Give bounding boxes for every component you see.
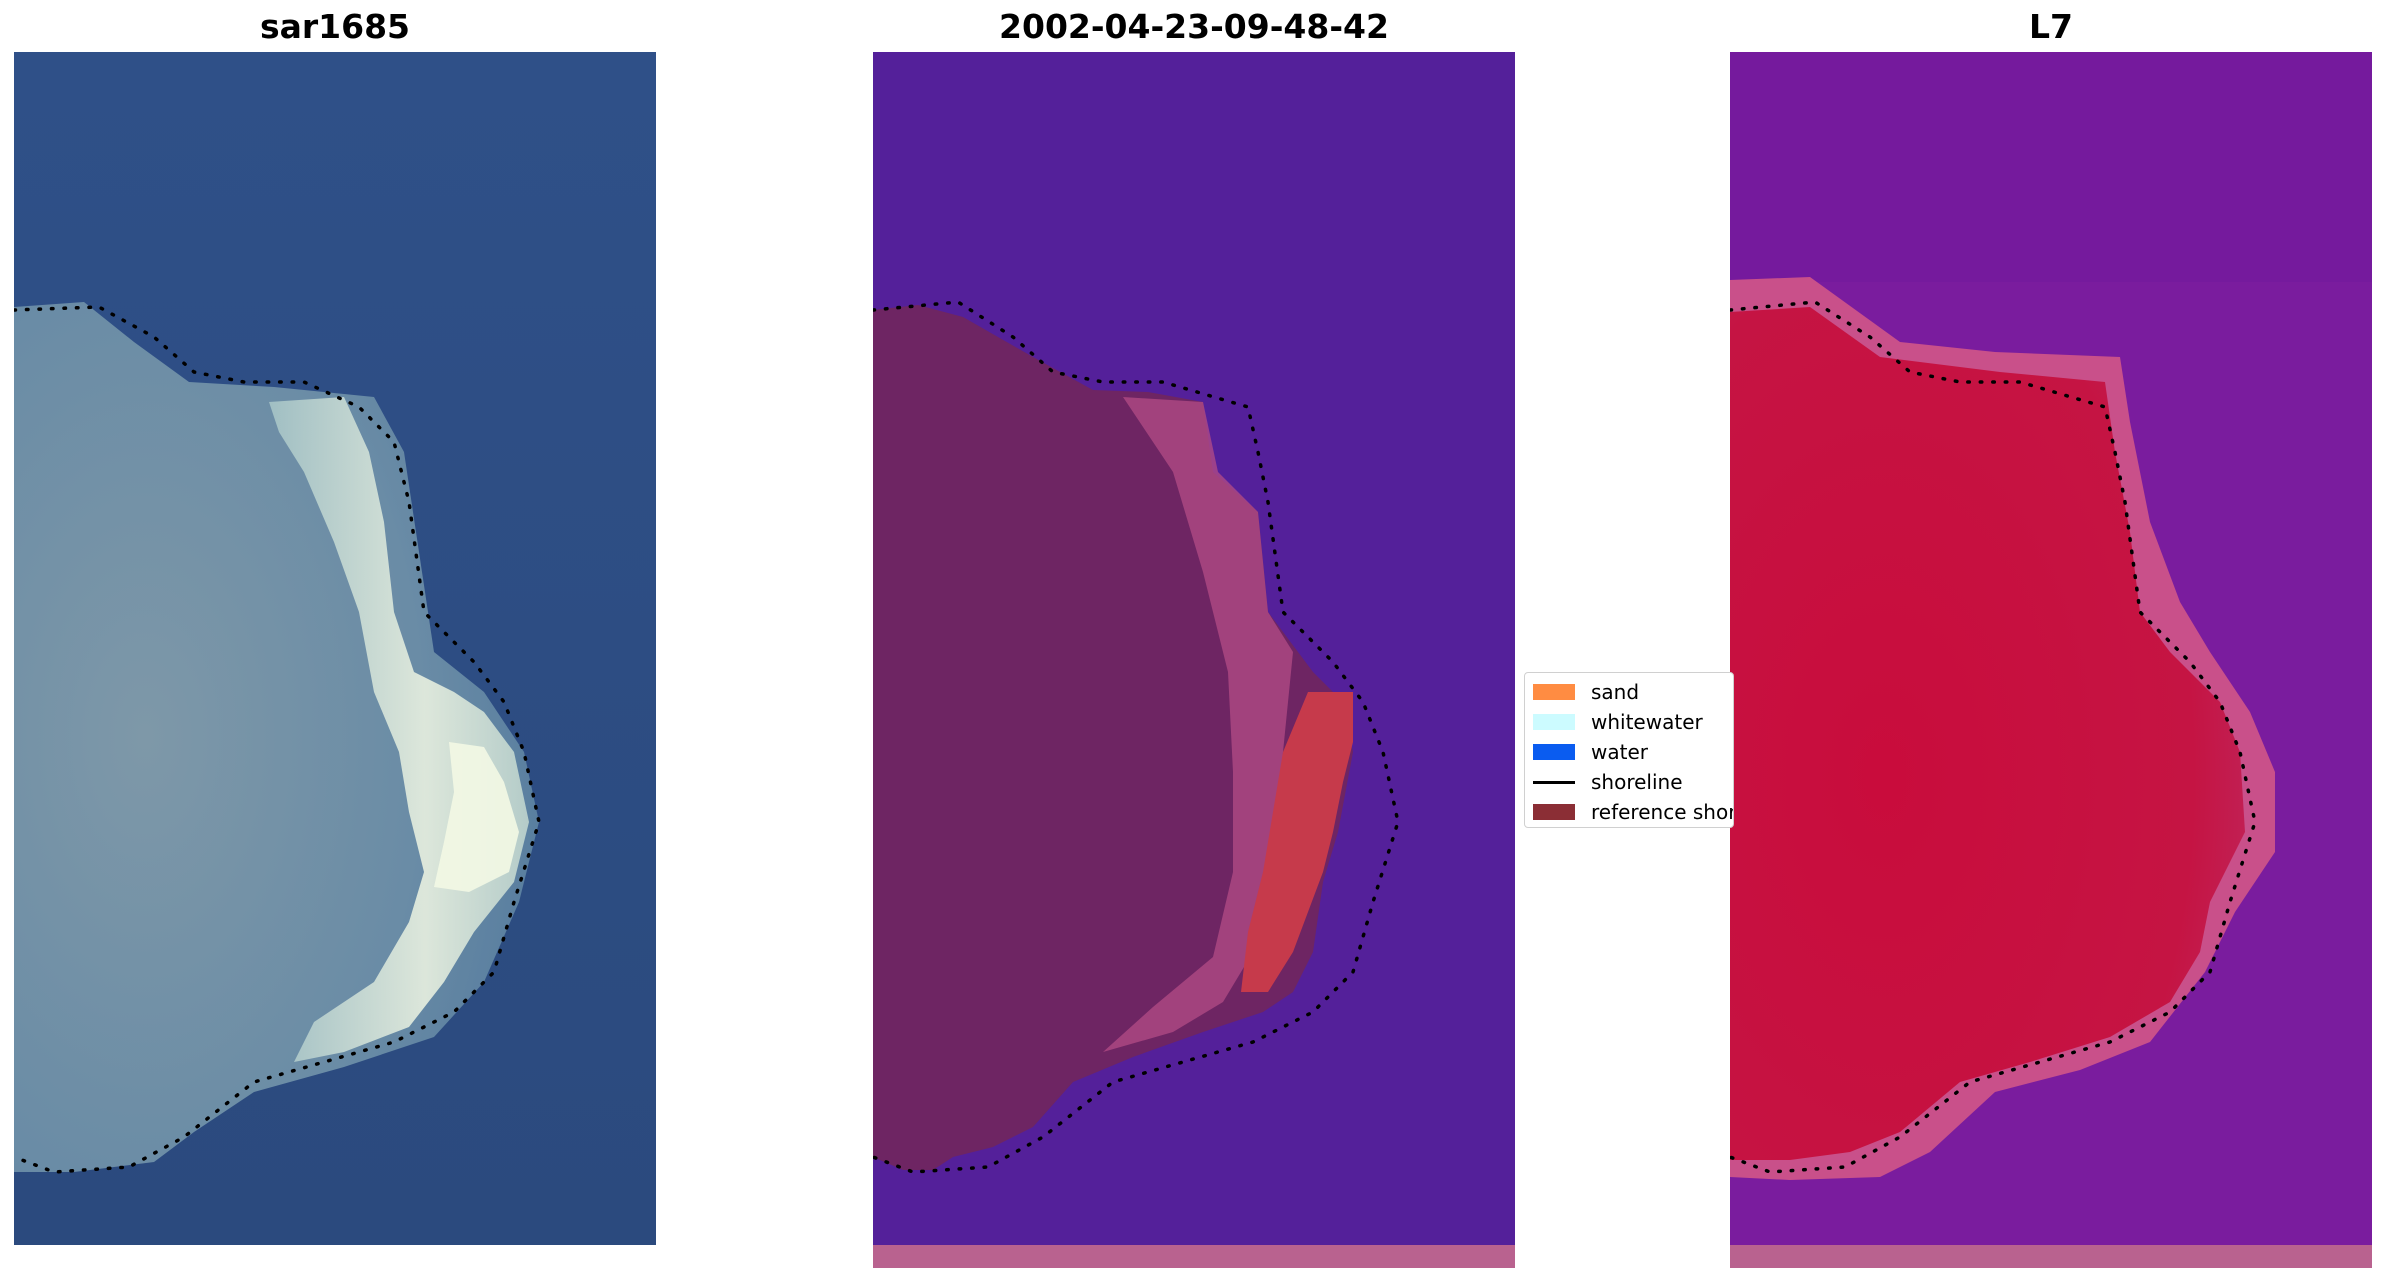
class-bottom-band: [873, 1245, 1515, 1268]
legend-label-sand: sand: [1591, 680, 1640, 704]
legend-item-shoreline: shoreline: [1533, 767, 1683, 797]
index-water-texture: [1730, 52, 2372, 282]
legend-label-water: water: [1591, 740, 1648, 764]
rgb-image-panel: [14, 52, 656, 1245]
panel-title-left: sar1685: [259, 7, 411, 46]
classification-panel: [873, 52, 1515, 1268]
index-land: [1730, 307, 2245, 1160]
index-image: [1730, 52, 2372, 1268]
legend-swatch-shoreline: [1533, 780, 1575, 784]
legend-label-whitewater: whitewater: [1591, 710, 1703, 734]
rgb-surf-zone: [269, 397, 529, 1062]
shoreline-middle: [873, 300, 1400, 1174]
panel-title-middle: 2002-04-23-09-48-42: [999, 7, 1389, 46]
rgb-surf-bright: [434, 742, 519, 892]
legend-item-water: water: [1533, 737, 1648, 767]
class-sand-strip: [1241, 692, 1353, 992]
legend-item-reference-shoreline: reference shoreline: [1533, 797, 1734, 827]
legend-swatch-whitewater: [1533, 714, 1575, 730]
shoreline-right: [1730, 300, 2257, 1174]
class-edge: [1103, 397, 1293, 1052]
index-panel: [1730, 52, 2372, 1268]
legend-swatch-reference-shoreline: [1533, 804, 1575, 820]
legend-swatch-sand: [1533, 684, 1575, 700]
panel-title-right: L7: [2029, 7, 2073, 46]
legend-item-whitewater: whitewater: [1533, 707, 1703, 737]
rgb-image: [14, 52, 656, 1245]
legend-label-reference-shoreline: reference shoreline: [1591, 800, 1734, 824]
legend-swatch-water: [1533, 744, 1575, 760]
classification-image: [873, 52, 1515, 1268]
legend-item-sand: sand: [1533, 677, 1639, 707]
index-bottom-band: [1730, 1245, 2372, 1268]
legend: sand whitewater water shoreline referenc…: [1524, 672, 1734, 828]
legend-label-shoreline: shoreline: [1591, 770, 1683, 794]
